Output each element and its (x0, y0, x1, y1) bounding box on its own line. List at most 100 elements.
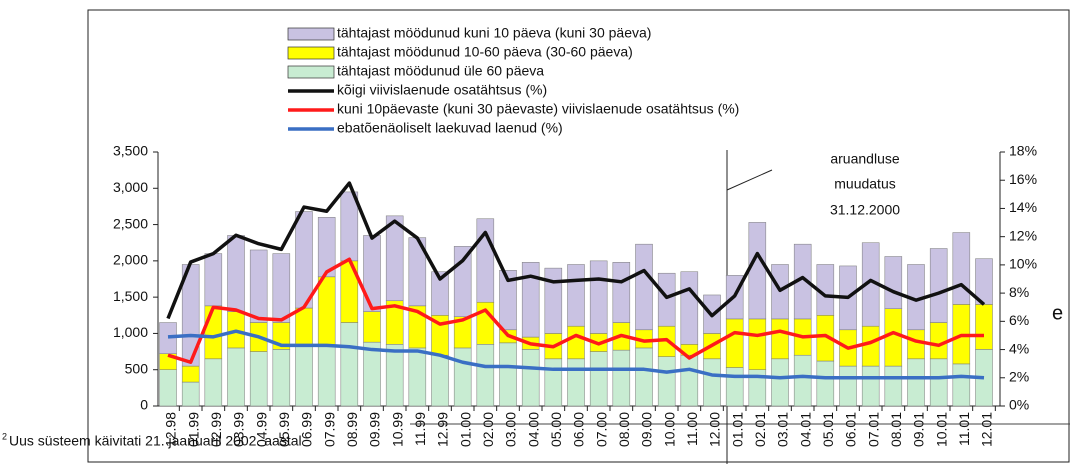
line-series (166, 181, 986, 320)
bar-segment (952, 232, 971, 305)
x-tick-label: 12.00 (707, 412, 723, 447)
y-tick-label: 0 (140, 397, 148, 413)
x-tick-label: 03.01 (775, 412, 791, 447)
bar-segment (317, 345, 336, 407)
bar-segment (612, 349, 631, 407)
annotation-arrow (726, 169, 773, 191)
x-tick-label: 12.01 (979, 412, 995, 447)
x-tick-label: 01.01 (729, 412, 745, 447)
bar-segment (499, 342, 517, 407)
bar-segment (635, 347, 653, 407)
x-tick-label: 03.00 (503, 412, 519, 447)
bar-segment (295, 211, 313, 309)
x-tick-label: 05.00 (548, 412, 564, 447)
bar-segment (340, 191, 359, 262)
bar-segment (431, 354, 449, 407)
x-tick-label: 02.01 (752, 412, 768, 447)
x-tick-label: 08.99 (344, 412, 360, 447)
legend-swatch (287, 27, 335, 41)
bar-segment (612, 262, 631, 323)
bar-segment (725, 318, 744, 368)
bar-segment (159, 369, 177, 407)
bar-segment (499, 270, 517, 331)
bar-segment (204, 253, 223, 307)
line-series (167, 329, 985, 380)
bar-segment (317, 217, 336, 278)
y2-tick-label: 10% (1009, 256, 1037, 272)
x-tick-label: 05.01 (820, 412, 836, 447)
x-tick-label: 04.00 (525, 412, 541, 447)
edge-text: e (1052, 302, 1063, 324)
y2-tick-label: 8% (1009, 284, 1029, 300)
x-tick-label: 01.00 (457, 412, 473, 447)
bar-segment (907, 358, 925, 407)
x-tick-label: 07.00 (593, 412, 609, 447)
bar-segment (839, 365, 857, 407)
x-tick-label: 10.99 (389, 412, 405, 447)
x-tick-label: 12.98 (163, 412, 179, 447)
bar-segment (884, 256, 903, 310)
x-tick-label: 04.01 (797, 412, 813, 447)
y-tick-label: 500 (125, 360, 149, 376)
bar-segment (249, 249, 268, 323)
bar-segment (635, 243, 653, 331)
x-tick-label: 12.99 (435, 412, 451, 447)
x-tick-label: 09.01 (911, 412, 927, 447)
y-tick-label: 2,000 (113, 252, 148, 268)
y2-tick-label: 2% (1009, 368, 1029, 384)
bar-segment (771, 358, 789, 407)
bar-segment (385, 344, 404, 407)
x-tick-label: 01.99 (185, 412, 201, 447)
bar-segment (272, 349, 291, 407)
bar-segment (385, 215, 404, 302)
bar-segment (521, 262, 540, 338)
bar-segment (204, 358, 223, 407)
bar-segment (204, 305, 223, 360)
x-tick-label: 07.99 (321, 412, 337, 447)
x-tick-label: 06.00 (571, 412, 587, 447)
annotation-box (790, 148, 940, 224)
bar-segment (544, 267, 563, 334)
bar-segment (748, 222, 767, 320)
bar-segment (272, 253, 291, 323)
y2-tick-label: 12% (1009, 227, 1037, 243)
bar-segment (680, 354, 699, 407)
bar-segment (453, 246, 472, 317)
bar-segment (567, 358, 585, 407)
bar-segment (657, 272, 676, 327)
x-tick-label: 02.99 (208, 412, 224, 447)
legend-swatch (287, 46, 335, 60)
x-tick-label: 11.00 (684, 412, 700, 446)
y-tick-label: 1,500 (113, 288, 148, 304)
y-tick-label: 2,500 (113, 215, 148, 231)
x-tick-label: 08.01 (888, 412, 904, 447)
footnote: Uus süsteem käivitati 21. jaanuaril 2002… (9, 433, 302, 449)
bar-segment (476, 344, 495, 407)
bar-segment (363, 235, 381, 312)
legend-label: tähtajast möödunud üle 60 päeva (337, 63, 544, 79)
bar-segment (929, 248, 948, 323)
bar-segment (453, 347, 472, 407)
bar-segment (340, 322, 359, 407)
footnote-mark: 2 (2, 431, 7, 441)
x-tick-label: 04.99 (253, 412, 269, 447)
bar-segment (589, 260, 608, 334)
bar-segment (657, 356, 676, 407)
bar-segment (408, 347, 427, 407)
x-tick-label: 08.00 (616, 412, 632, 447)
bar-segment (680, 271, 699, 345)
y-tick-label: 1,000 (113, 324, 148, 340)
bar-segment (249, 351, 268, 407)
annotation: 31.12.2000 (830, 202, 900, 218)
y2-tick-label: 18% (1009, 143, 1037, 159)
bar-segment (929, 322, 948, 360)
bar-segment (929, 358, 948, 407)
x-tick-label: 03.99 (231, 412, 247, 447)
bar-segment (295, 345, 313, 407)
legend-label: kuni 10päevaste (kuni 30 päevaste) viivi… (337, 101, 739, 117)
x-tick-label: 10.01 (933, 412, 949, 447)
x-tick-label: 11.99 (412, 412, 428, 446)
bar-segment (907, 329, 925, 360)
bar-segment (884, 308, 903, 367)
bar-segment (363, 341, 381, 407)
